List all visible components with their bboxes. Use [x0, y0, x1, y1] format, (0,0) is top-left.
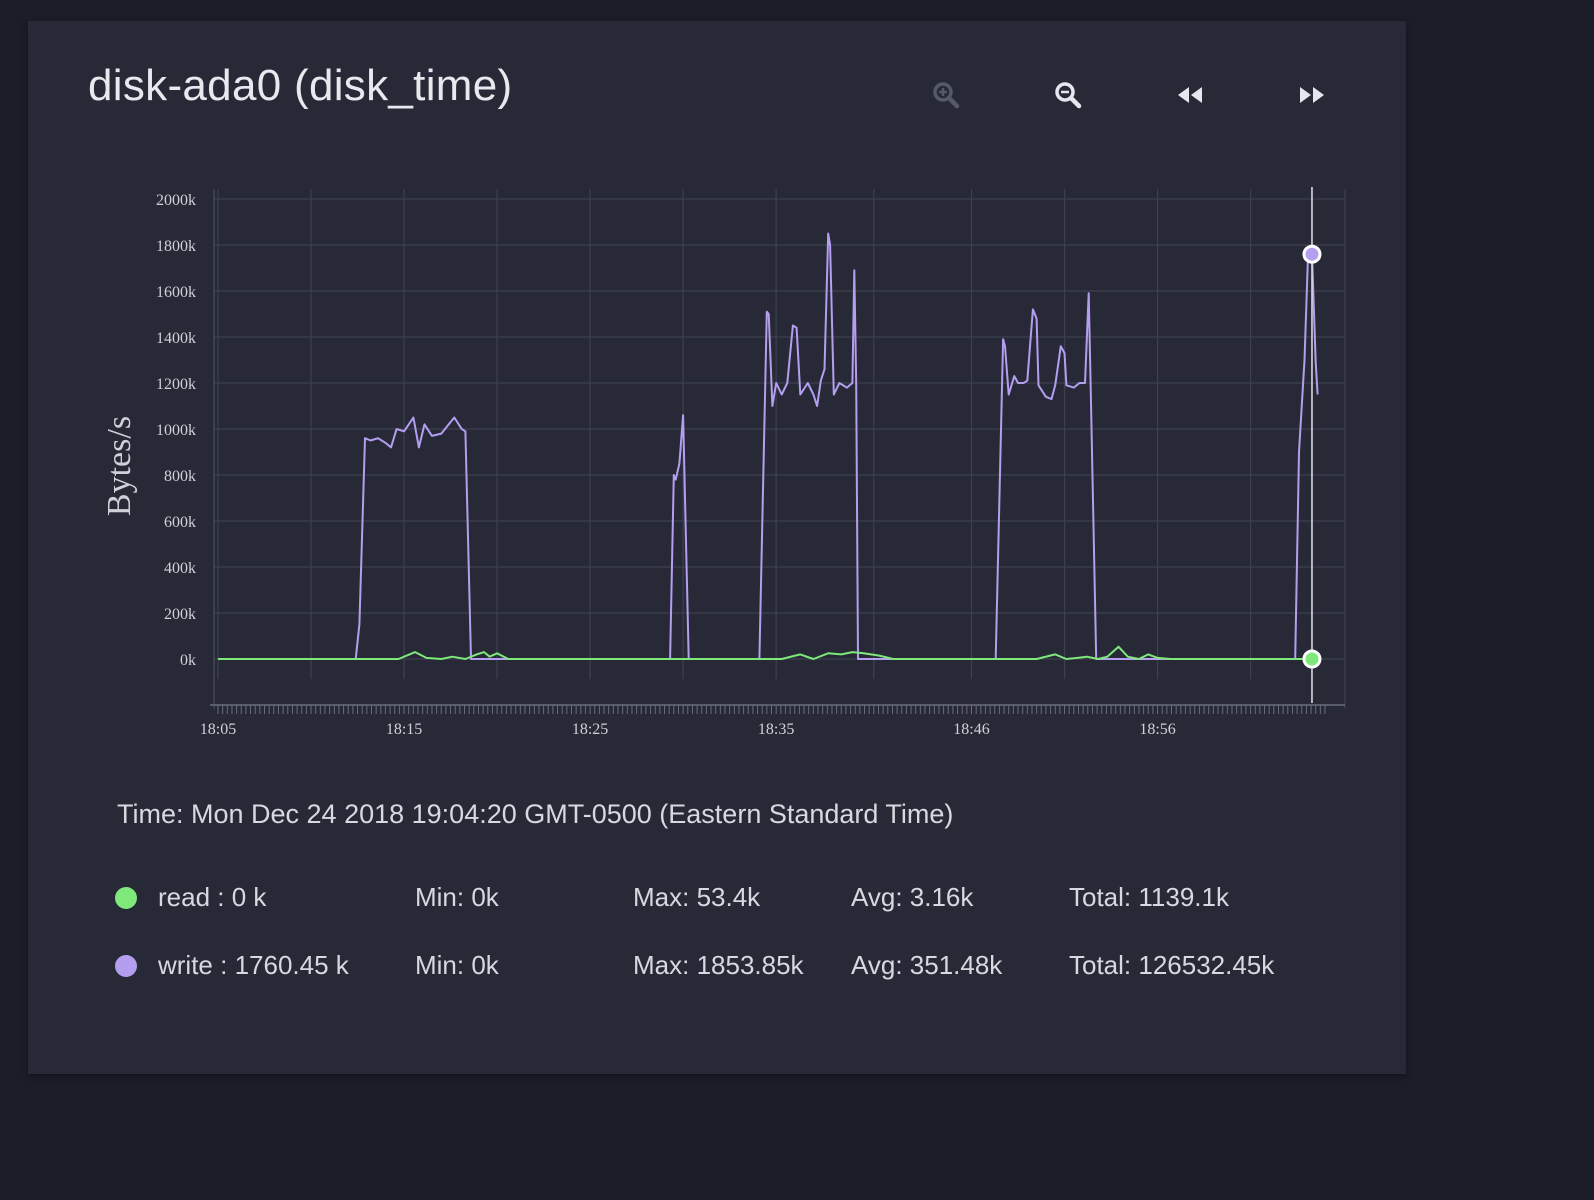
- y-tick-label: 600k: [164, 514, 196, 531]
- x-tick-label: 18:56: [1139, 721, 1175, 738]
- y-tick-label: 800k: [164, 468, 196, 485]
- series-line-read: [218, 645, 1312, 660]
- legend-max: Max: 1853.85k: [633, 950, 804, 980]
- legend-dot-write: [115, 955, 137, 977]
- legend-max: Max: 53.4k: [633, 882, 761, 912]
- line-chart[interactable]: 0k 200k 400k 600k 800k 1000k 1200k 1400k 1600k 18…: [28, 21, 1406, 781]
- legend-label: read : 0 k: [158, 882, 267, 912]
- legend-dot-read: [115, 887, 137, 909]
- time-readout: Time: Mon Dec 24 2018 19:04:20 GMT-0500 …: [117, 799, 954, 829]
- legend-row-write: write : 1760.45 k Min: 0k Max: 1853.85k …: [113, 946, 1373, 986]
- x-tick-label: 18:46: [953, 721, 989, 738]
- legend-total: Total: 1139.1k: [1069, 882, 1229, 912]
- x-axis: 18:05 18:15 18:25 18:35 18:46 18:56: [200, 704, 1345, 738]
- card-title: disk-ada0 (disk_time): [88, 61, 513, 110]
- legend-label: write : 1760.45 k: [158, 950, 349, 980]
- y-tick-label: 1400k: [156, 330, 196, 347]
- chart-card: disk-ada0 (disk_time) 0k 200k 400k 600k 800k…: [28, 21, 1406, 1074]
- zoom-out-button[interactable]: [1046, 73, 1090, 117]
- cursor-marker-write[interactable]: [1302, 244, 1322, 264]
- x-tick-label: 18:25: [572, 721, 608, 738]
- legend-row-read: read : 0 k Min: 0k Max: 53.4k Avg: 3.16k…: [113, 878, 1373, 918]
- zoom-out-icon: [1055, 82, 1082, 109]
- y-axis-label: Bytes/s: [101, 416, 138, 516]
- fast-forward-icon: [1300, 87, 1324, 103]
- legend-avg: Avg: 351.48k: [851, 950, 1003, 980]
- y-tick-label: 2000k: [156, 192, 196, 209]
- y-tick-label: 0k: [180, 652, 196, 669]
- y-tick-label: 1000k: [156, 422, 196, 439]
- x-tick-label: 18:15: [386, 721, 422, 738]
- legend-total: Total: 126532.45k: [1069, 950, 1275, 980]
- chart-series: [218, 232, 1319, 660]
- y-tick-label: 400k: [164, 560, 196, 577]
- legend-min: Min: 0k: [415, 882, 499, 912]
- fast-forward-button[interactable]: [1290, 73, 1334, 117]
- zoom-in-icon: [933, 82, 960, 109]
- rewind-button[interactable]: [1168, 73, 1212, 117]
- y-tick-label: 1600k: [156, 284, 196, 301]
- series-line-write: [218, 232, 1319, 660]
- x-tick-label: 18:05: [200, 721, 236, 738]
- x-tick-label: 18:35: [758, 721, 794, 738]
- cursor-marker-read[interactable]: [1302, 649, 1322, 669]
- chart-cursor[interactable]: [1302, 187, 1322, 703]
- zoom-in-button[interactable]: [924, 73, 968, 117]
- y-tick-label: 1200k: [156, 376, 196, 393]
- legend-min: Min: 0k: [415, 950, 499, 980]
- chart-grid: [213, 189, 1346, 709]
- legend-avg: Avg: 3.16k: [851, 882, 974, 912]
- y-tick-label: 200k: [164, 606, 196, 623]
- y-axis: 0k 200k 400k 600k 800k 1000k 1200k 1400k 1600k 18…: [156, 192, 196, 669]
- rewind-icon: [1178, 87, 1202, 103]
- y-tick-label: 1800k: [156, 238, 196, 255]
